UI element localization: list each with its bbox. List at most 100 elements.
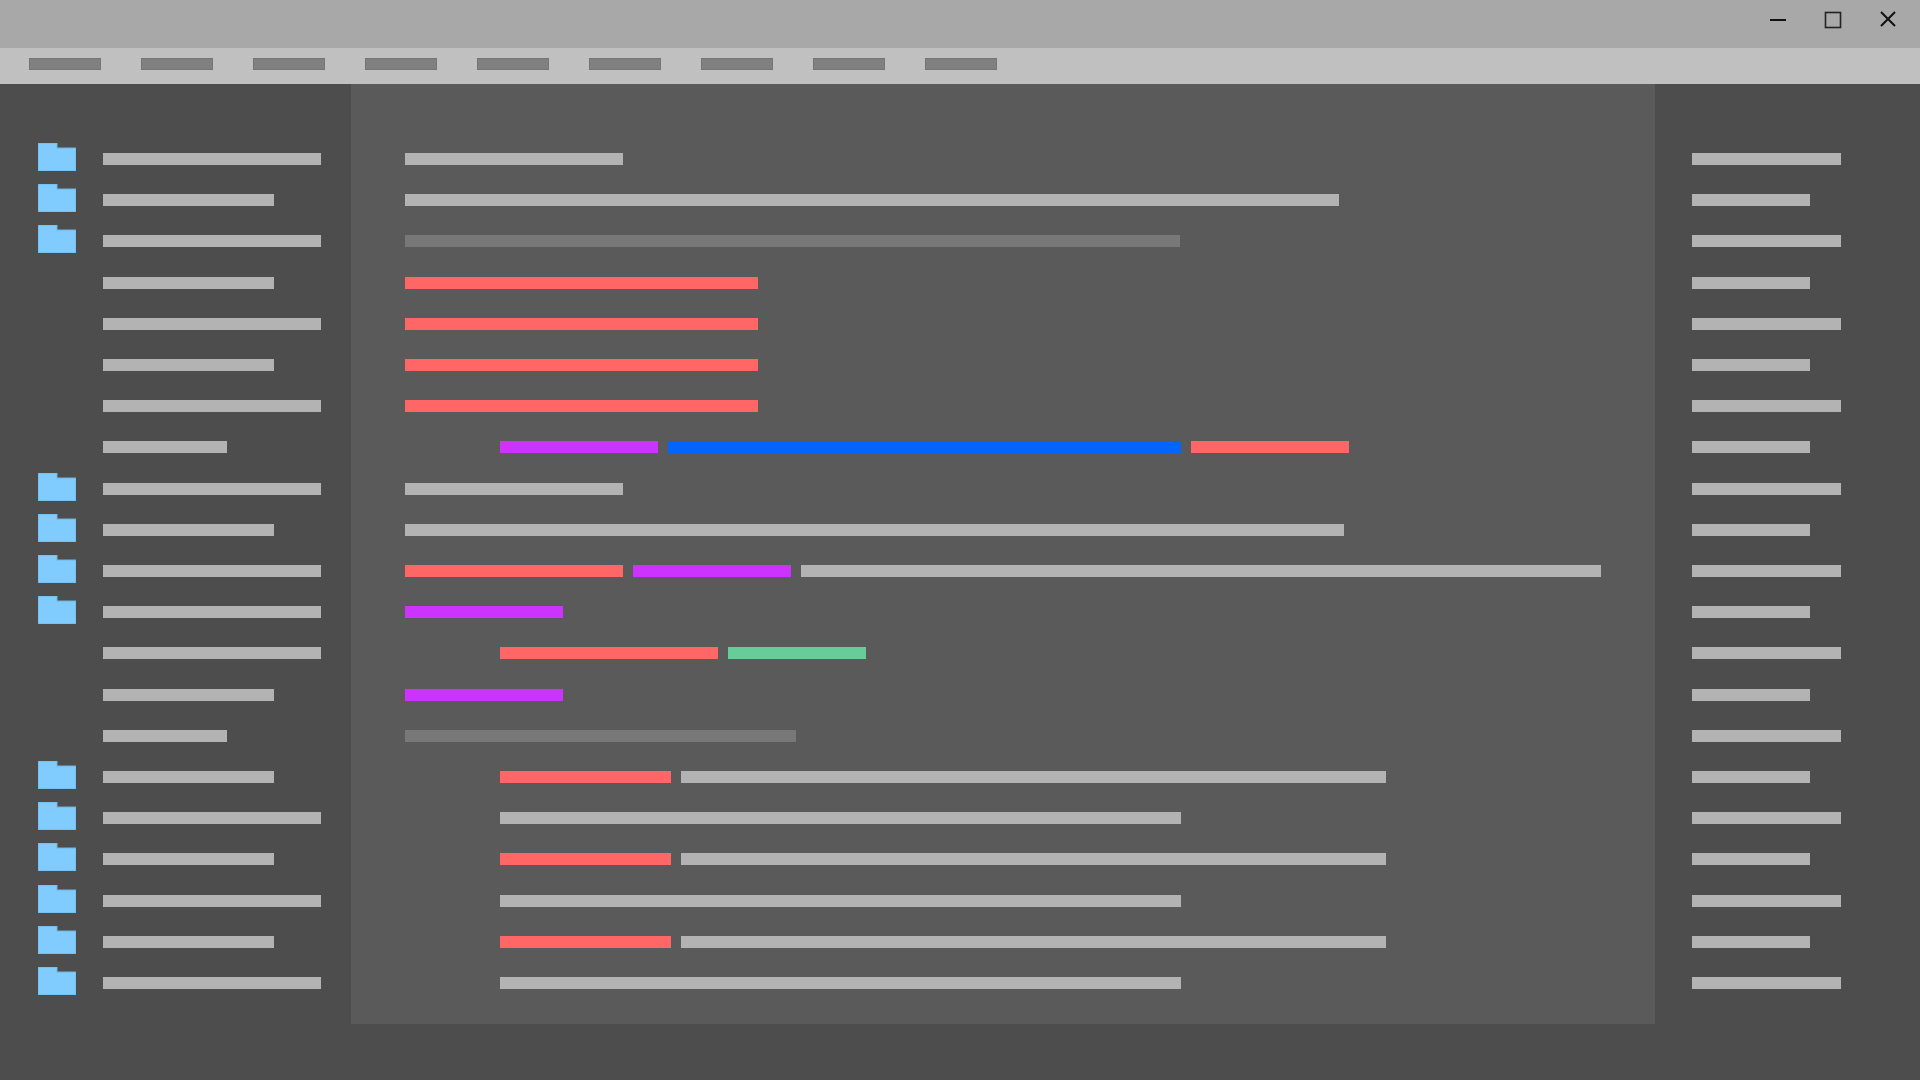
folder-icon (38, 843, 76, 872)
token-comment (405, 729, 796, 742)
outline-item[interactable] (1692, 977, 1841, 989)
outline-item[interactable] (1692, 317, 1841, 330)
code-line[interactable] (351, 194, 1655, 207)
menu-item[interactable] (29, 58, 101, 70)
outline-item[interactable] (1692, 606, 1810, 619)
outline-item[interactable] (1692, 523, 1810, 536)
menu-item[interactable] (813, 58, 885, 70)
menu-item[interactable] (253, 58, 325, 70)
code-line[interactable] (351, 977, 1655, 989)
file-name-placeholder (103, 276, 274, 289)
menu-item[interactable] (925, 58, 997, 70)
outline-item[interactable] (1692, 194, 1810, 207)
outline-item[interactable] (1692, 935, 1810, 948)
outline-item[interactable] (1692, 771, 1810, 783)
folder-item[interactable] (0, 141, 351, 177)
file-name-placeholder (103, 894, 321, 907)
folder-item[interactable] (0, 759, 351, 795)
code-line[interactable] (351, 523, 1655, 536)
menu-item[interactable] (477, 58, 549, 70)
code-line[interactable] (351, 565, 1655, 577)
menu-bar (0, 48, 1920, 84)
file-item[interactable] (0, 677, 351, 713)
file-item[interactable] (0, 388, 351, 424)
folder-icon (38, 596, 76, 625)
code-line[interactable] (351, 935, 1655, 948)
folder-icon (38, 555, 76, 583)
code-line[interactable] (351, 771, 1655, 783)
outline-item[interactable] (1692, 565, 1841, 577)
file-item[interactable] (0, 429, 351, 465)
file-item[interactable] (0, 265, 351, 301)
folder-item[interactable] (0, 182, 351, 218)
code-line[interactable] (351, 688, 1655, 701)
file-item[interactable] (0, 306, 351, 342)
file-name-placeholder (103, 194, 274, 207)
folder-item[interactable] (0, 512, 351, 548)
file-item[interactable] (0, 718, 351, 754)
outline-item[interactable] (1692, 276, 1810, 289)
menu-item[interactable] (589, 58, 661, 70)
code-line[interactable] (351, 482, 1655, 495)
token-green (728, 647, 866, 660)
outline-item[interactable] (1692, 441, 1810, 454)
token-red (405, 565, 623, 577)
outline-item[interactable] (1692, 729, 1841, 742)
file-explorer-sidebar (0, 84, 351, 1080)
outline-item[interactable] (1692, 359, 1810, 371)
file-name-placeholder (103, 523, 274, 536)
code-line[interactable] (351, 606, 1655, 619)
file-item[interactable] (0, 635, 351, 671)
folder-item[interactable] (0, 841, 351, 877)
folder-item[interactable] (0, 883, 351, 919)
file-name-placeholder (103, 688, 274, 701)
minimize-button[interactable] (1756, 6, 1800, 42)
outline-item[interactable] (1692, 153, 1841, 165)
folder-item[interactable] (0, 223, 351, 259)
menu-item[interactable] (141, 58, 213, 70)
outline-item[interactable] (1692, 647, 1841, 660)
code-line[interactable] (351, 441, 1655, 454)
folder-icon (38, 802, 76, 831)
code-editor[interactable] (351, 84, 1655, 1024)
code-line[interactable] (351, 853, 1655, 866)
token-red (405, 359, 758, 371)
code-line[interactable] (351, 359, 1655, 371)
folder-item[interactable] (0, 553, 351, 589)
folder-item[interactable] (0, 800, 351, 836)
code-line[interactable] (351, 729, 1655, 742)
code-line[interactable] (351, 812, 1655, 825)
code-line[interactable] (351, 153, 1655, 165)
outline-item[interactable] (1692, 812, 1841, 825)
folder-item[interactable] (0, 965, 351, 1001)
code-line[interactable] (351, 276, 1655, 289)
outline-item[interactable] (1692, 482, 1841, 495)
token-red (500, 935, 671, 948)
close-button[interactable] (1866, 6, 1910, 42)
code-line[interactable] (351, 647, 1655, 660)
outline-item[interactable] (1692, 688, 1810, 701)
menu-item[interactable] (365, 58, 437, 70)
outline-item[interactable] (1692, 400, 1841, 413)
file-name-placeholder (103, 606, 321, 619)
code-line[interactable] (351, 400, 1655, 413)
outline-item[interactable] (1692, 235, 1841, 248)
token-text (405, 194, 1339, 207)
folder-item[interactable] (0, 471, 351, 507)
outline-item[interactable] (1692, 894, 1841, 907)
outline-item[interactable] (1692, 853, 1810, 866)
code-line[interactable] (351, 235, 1655, 248)
token-red (500, 771, 671, 783)
file-name-placeholder (103, 565, 321, 577)
folder-icon (38, 472, 76, 501)
maximize-button[interactable] (1811, 6, 1855, 42)
minimize-icon (1770, 19, 1786, 21)
token-red (1191, 441, 1349, 454)
code-line[interactable] (351, 894, 1655, 907)
code-line[interactable] (351, 317, 1655, 330)
token-text (500, 977, 1181, 989)
menu-item[interactable] (701, 58, 773, 70)
folder-item[interactable] (0, 594, 351, 630)
file-item[interactable] (0, 347, 351, 383)
folder-item[interactable] (0, 924, 351, 960)
